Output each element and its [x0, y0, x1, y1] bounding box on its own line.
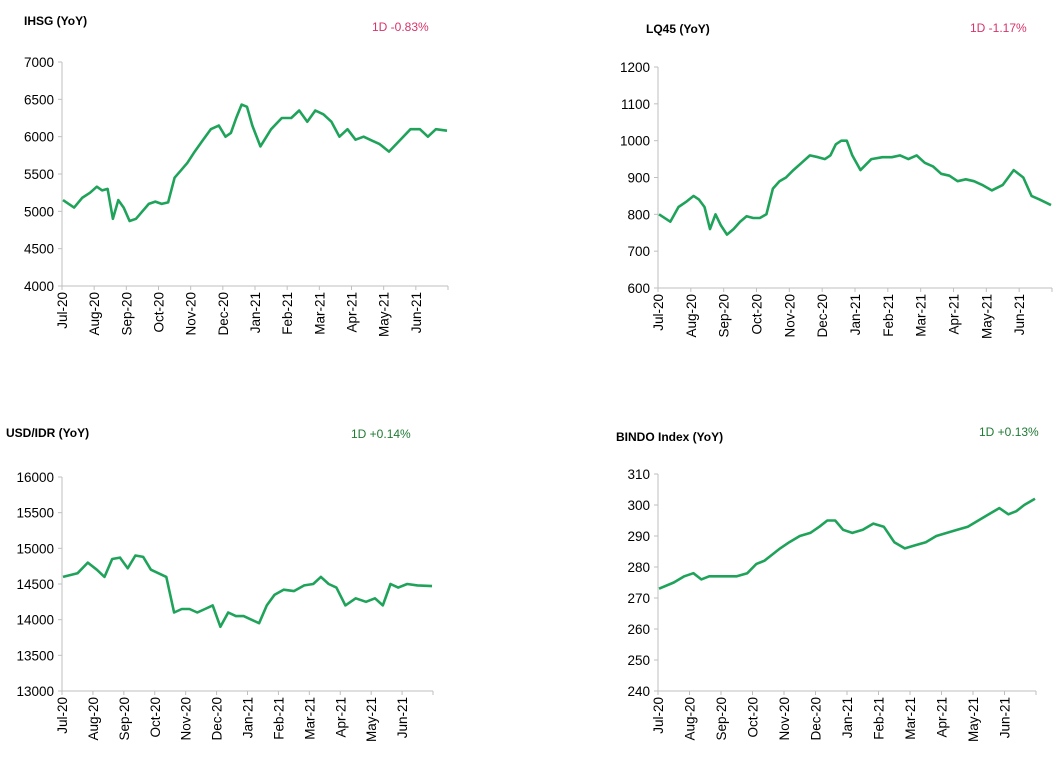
series-line: [62, 103, 448, 223]
y-tick-label: 15000: [16, 541, 54, 556]
y-tick-label: 4000: [24, 279, 54, 294]
y-tick-label: 1200: [620, 60, 650, 75]
y-tick-label: 14000: [16, 613, 54, 628]
y-tick-label: 1000: [620, 134, 650, 149]
y-tick-label: 7000: [24, 55, 54, 70]
y-tick-label: 13500: [16, 648, 54, 663]
x-tick-label: May-21: [377, 292, 392, 337]
x-tick-label: Jul-20: [55, 697, 70, 734]
x-tick-label: Jan-21: [241, 697, 256, 738]
x-tick-label: Jul-20: [55, 292, 70, 329]
x-tick-label: Apr-21: [345, 292, 360, 333]
x-tick-label: Oct-20: [746, 697, 761, 738]
x-tick-label: Apr-21: [935, 697, 950, 738]
x-tick-label: Dec-20: [210, 697, 225, 741]
x-tick-label: Jan-21: [248, 292, 263, 333]
series-line: [658, 139, 1052, 236]
x-tick-label: Jan-21: [848, 294, 863, 335]
x-tick-label: Aug-20: [87, 292, 102, 336]
x-tick-label: Jun-21: [1012, 294, 1027, 335]
y-tick-label: 5500: [24, 167, 54, 182]
daily-change: 1D -1.17%: [970, 21, 1027, 35]
y-tick-label: 270: [627, 591, 650, 606]
y-tick-label: 600: [627, 281, 650, 296]
x-tick-label: Jan-21: [840, 697, 855, 738]
y-tick-label: 6000: [24, 130, 54, 145]
series-line: [62, 554, 433, 629]
chart-title: BINDO Index (YoY): [616, 430, 724, 444]
x-tick-label: Jul-20: [651, 697, 666, 734]
x-tick-label: Dec-20: [815, 294, 830, 338]
x-tick-label: Mar-21: [903, 697, 918, 740]
y-tick-label: 240: [627, 684, 650, 699]
chart-title: IHSG (YoY): [24, 14, 88, 28]
x-tick-label: Jun-21: [395, 697, 410, 738]
x-tick-label: Mar-21: [914, 294, 929, 337]
y-tick-label: 15500: [16, 506, 54, 521]
daily-change: 1D +0.13%: [979, 425, 1039, 439]
x-tick-label: Dec-20: [216, 292, 231, 336]
x-tick-label: Feb-21: [271, 697, 286, 740]
x-tick-label: Nov-20: [184, 292, 199, 336]
y-tick-label: 280: [627, 560, 650, 575]
x-tick-label: Dec-20: [809, 697, 824, 741]
x-tick-label: Aug-20: [86, 697, 101, 741]
x-tick-label: Nov-20: [179, 697, 194, 741]
y-tick-label: 16000: [16, 470, 54, 485]
y-tick-label: 6500: [24, 92, 54, 107]
x-tick-label: Jun-21: [409, 292, 424, 333]
y-tick-label: 5000: [24, 204, 54, 219]
x-tick-label: Oct-20: [148, 697, 163, 738]
x-tick-label: Mar-21: [302, 697, 317, 740]
y-tick-label: 700: [627, 244, 650, 259]
y-tick-label: 14500: [16, 577, 54, 592]
x-tick-label: May-21: [979, 294, 994, 339]
x-tick-label: Oct-20: [750, 294, 765, 335]
x-tick-label: May-21: [966, 697, 981, 742]
series-line: [658, 497, 1036, 590]
x-tick-label: Oct-20: [152, 292, 167, 333]
x-tick-label: Feb-21: [881, 294, 896, 337]
y-tick-label: 4500: [24, 242, 54, 257]
x-tick-label: Nov-20: [782, 294, 797, 338]
y-tick-label: 260: [627, 622, 650, 637]
y-tick-label: 900: [627, 171, 650, 186]
x-tick-label: Mar-21: [312, 292, 327, 335]
y-tick-label: 290: [627, 529, 650, 544]
chart-title: USD/IDR (YoY): [6, 426, 90, 440]
x-tick-label: Sep-20: [117, 697, 132, 741]
x-tick-label: Feb-21: [872, 697, 887, 740]
daily-change: 1D -0.83%: [372, 20, 429, 34]
x-tick-label: Apr-21: [947, 294, 962, 335]
y-tick-label: 250: [627, 653, 650, 668]
x-tick-label: Sep-20: [119, 292, 134, 336]
x-tick-label: Apr-21: [333, 697, 348, 738]
y-tick-label: 310: [627, 467, 650, 482]
y-tick-label: 1100: [621, 97, 650, 112]
x-tick-label: Aug-20: [684, 294, 699, 338]
x-tick-label: Nov-20: [777, 697, 792, 741]
daily-change: 1D +0.14%: [351, 427, 411, 441]
x-tick-label: May-21: [364, 697, 379, 742]
x-tick-label: Feb-21: [280, 292, 295, 335]
y-tick-label: 300: [627, 498, 650, 513]
x-tick-label: Jun-21: [998, 697, 1013, 738]
y-tick-label: 13000: [16, 684, 54, 699]
x-tick-label: Jul-20: [651, 294, 666, 331]
x-tick-label: Sep-20: [714, 697, 729, 741]
x-tick-label: Aug-20: [683, 697, 698, 741]
y-tick-label: 800: [627, 207, 650, 222]
x-tick-label: Sep-20: [717, 294, 732, 338]
chart-title: LQ45 (YoY): [646, 22, 710, 36]
